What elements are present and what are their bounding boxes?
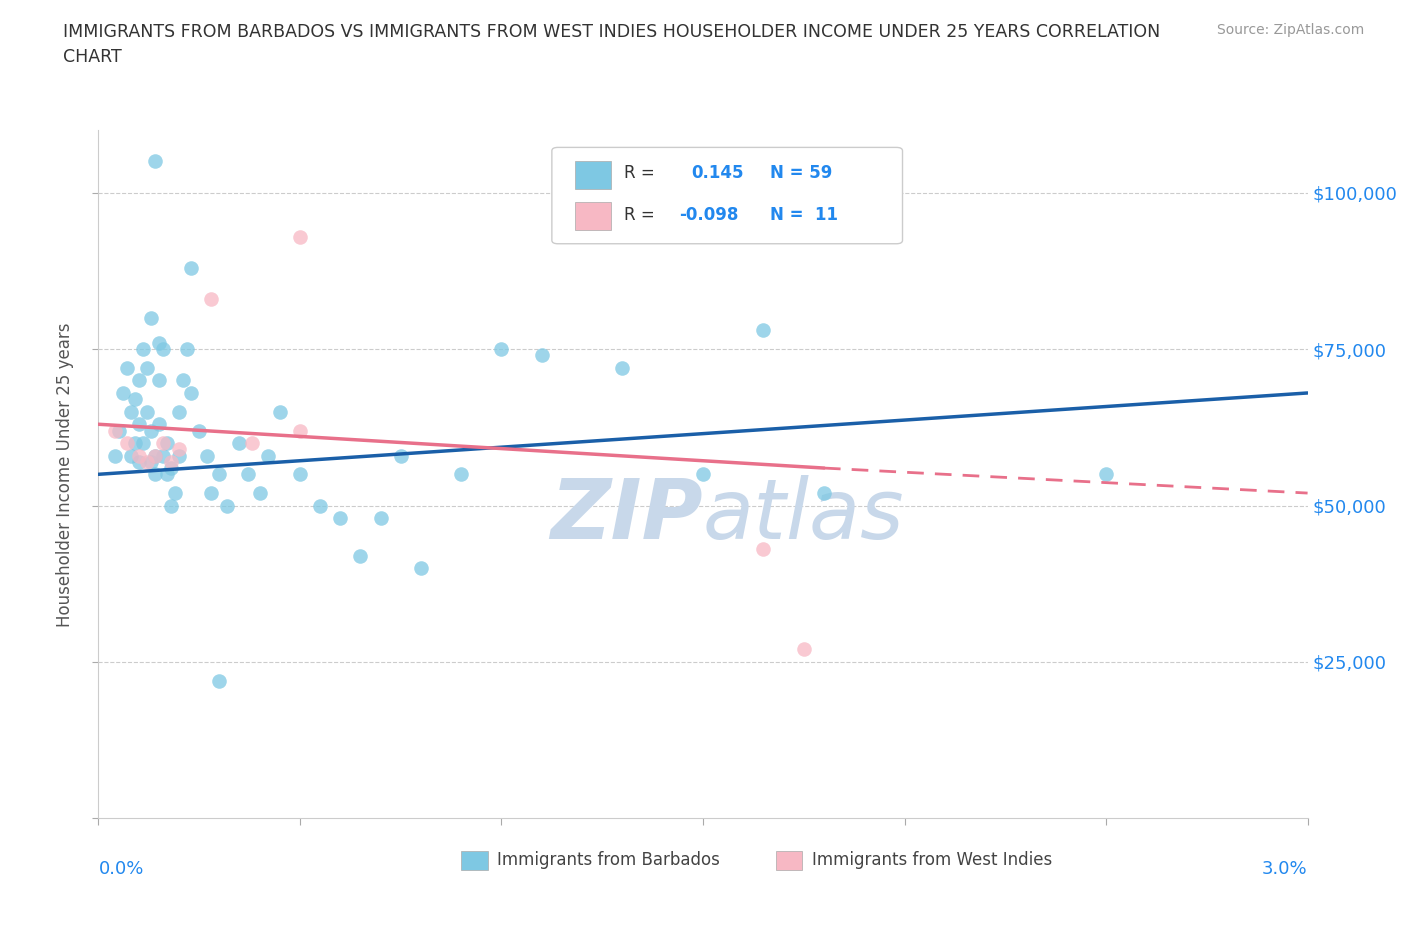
Point — [188, 423, 211, 438]
Point — [200, 485, 222, 500]
Text: N =  11: N = 11 — [769, 206, 838, 224]
Point — [156, 435, 179, 450]
Text: Immigrants from Barbados: Immigrants from Barbados — [498, 851, 720, 870]
Point — [208, 673, 231, 688]
Point — [139, 455, 162, 470]
Point — [128, 448, 150, 463]
Text: R =: R = — [624, 206, 655, 224]
Point — [167, 405, 190, 419]
Point — [132, 435, 155, 450]
FancyBboxPatch shape — [551, 148, 903, 244]
Point — [111, 386, 134, 401]
Text: IMMIGRANTS FROM BARBADOS VS IMMIGRANTS FROM WEST INDIES HOUSEHOLDER INCOME UNDER: IMMIGRANTS FROM BARBADOS VS IMMIGRANTS F… — [63, 23, 1160, 66]
Point — [1095, 467, 1118, 482]
Point — [409, 561, 432, 576]
Point — [143, 154, 166, 169]
Point — [389, 448, 412, 463]
Point — [160, 498, 183, 513]
Bar — [575, 203, 612, 230]
Point — [180, 260, 202, 275]
Point — [167, 448, 190, 463]
Point — [135, 361, 157, 376]
Point — [240, 435, 263, 450]
Point — [156, 467, 179, 482]
Text: 0.145: 0.145 — [690, 164, 744, 182]
Text: Source: ZipAtlas.com: Source: ZipAtlas.com — [1216, 23, 1364, 37]
Point — [128, 455, 150, 470]
Point — [163, 485, 186, 500]
Point — [176, 341, 198, 356]
Point — [160, 455, 183, 470]
Point — [103, 423, 125, 438]
Text: -0.098: -0.098 — [679, 206, 738, 224]
Point — [349, 548, 371, 563]
Bar — [776, 851, 803, 870]
Point — [813, 485, 835, 500]
Point — [491, 341, 513, 356]
Point — [450, 467, 472, 482]
Point — [120, 448, 142, 463]
Text: N = 59: N = 59 — [769, 164, 832, 182]
Point — [530, 348, 553, 363]
Point — [752, 542, 775, 557]
Point — [752, 323, 775, 338]
Point — [139, 423, 162, 438]
Point — [120, 405, 142, 419]
Point — [143, 448, 166, 463]
Text: atlas: atlas — [703, 475, 904, 556]
Text: 3.0%: 3.0% — [1263, 859, 1308, 878]
Point — [115, 361, 138, 376]
Point — [128, 373, 150, 388]
Point — [309, 498, 332, 513]
Point — [103, 448, 125, 463]
Point — [612, 361, 634, 376]
Bar — [575, 161, 612, 189]
Point — [288, 423, 311, 438]
Point — [180, 386, 202, 401]
Point — [139, 311, 162, 325]
Point — [152, 448, 174, 463]
Point — [288, 229, 311, 244]
Text: R =: R = — [624, 164, 655, 182]
Y-axis label: Householder Income Under 25 years: Householder Income Under 25 years — [56, 322, 75, 627]
Point — [107, 423, 129, 438]
Point — [329, 511, 352, 525]
Point — [135, 455, 157, 470]
Point — [160, 460, 183, 475]
Point — [370, 511, 392, 525]
Point — [143, 448, 166, 463]
Point — [200, 292, 222, 307]
Point — [236, 467, 259, 482]
Text: Immigrants from West Indies: Immigrants from West Indies — [811, 851, 1052, 870]
Point — [148, 336, 170, 351]
Point — [217, 498, 239, 513]
Point — [228, 435, 250, 450]
Point — [135, 405, 157, 419]
Text: 0.0%: 0.0% — [98, 859, 143, 878]
Point — [288, 467, 311, 482]
Bar — [461, 851, 488, 870]
Point — [172, 373, 194, 388]
Point — [256, 448, 278, 463]
Point — [148, 417, 170, 432]
Point — [269, 405, 291, 419]
Point — [793, 642, 815, 657]
Point — [143, 467, 166, 482]
Point — [249, 485, 271, 500]
Point — [124, 392, 146, 406]
Text: ZIP: ZIP — [550, 475, 703, 556]
Point — [115, 435, 138, 450]
Point — [132, 341, 155, 356]
Point — [124, 435, 146, 450]
Point — [208, 467, 231, 482]
Point — [128, 417, 150, 432]
Point — [167, 442, 190, 457]
Point — [692, 467, 714, 482]
Point — [148, 373, 170, 388]
Point — [152, 435, 174, 450]
Point — [152, 341, 174, 356]
Point — [195, 448, 218, 463]
